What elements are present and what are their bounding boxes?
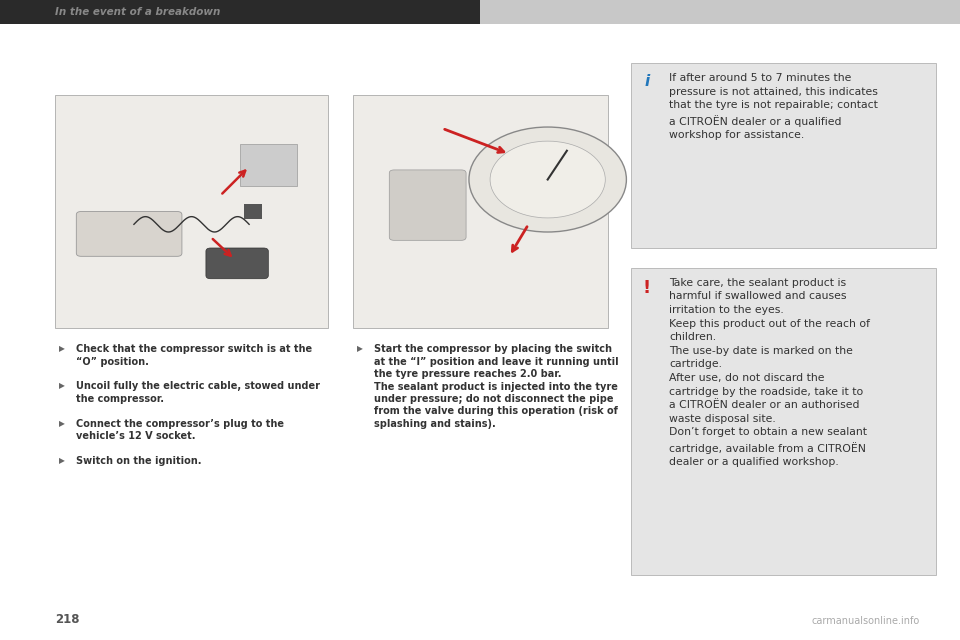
Bar (0, 0, 480, 24)
Text: i: i (644, 74, 650, 89)
Text: !: ! (643, 279, 651, 297)
Text: Check that the compressor switch is at the
“O” position.: Check that the compressor switch is at t… (76, 344, 312, 367)
Text: ▶: ▶ (59, 456, 64, 465)
Text: Switch on the ignition.: Switch on the ignition. (76, 456, 202, 466)
Text: ▶: ▶ (59, 419, 64, 428)
FancyBboxPatch shape (76, 211, 181, 256)
Text: If after around 5 to 7 minutes the
pressure is not attained, this indicates
that: If after around 5 to 7 minutes the press… (669, 73, 878, 140)
Circle shape (491, 141, 606, 218)
Text: 218: 218 (55, 613, 80, 626)
Text: ▶: ▶ (59, 344, 64, 353)
Text: carmanualsonline.info: carmanualsonline.info (811, 616, 920, 626)
Text: Take care, the sealant product is
harmful if swallowed and causes
irritation to : Take care, the sealant product is harmfu… (669, 278, 870, 467)
Bar (631, 63, 936, 248)
FancyBboxPatch shape (390, 170, 467, 241)
Bar (353, 95, 608, 328)
Text: ▶: ▶ (59, 381, 64, 390)
Circle shape (469, 127, 627, 232)
Bar (240, 144, 298, 186)
Text: Connect the compressor’s plug to the
vehicle’s 12 V socket.: Connect the compressor’s plug to the veh… (76, 419, 284, 441)
Text: Uncoil fully the electric cable, stowed under
the compressor.: Uncoil fully the electric cable, stowed … (76, 381, 320, 404)
Bar (55, 95, 328, 328)
FancyBboxPatch shape (205, 248, 268, 279)
Bar (480, 0, 960, 24)
Text: Start the compressor by placing the switch
at the “I” position and leave it runn: Start the compressor by placing the swit… (374, 344, 619, 429)
Text: In the event of a breakdown: In the event of a breakdown (55, 7, 220, 17)
Bar (631, 268, 936, 575)
Bar (244, 204, 261, 219)
Text: ▶: ▶ (357, 344, 363, 353)
